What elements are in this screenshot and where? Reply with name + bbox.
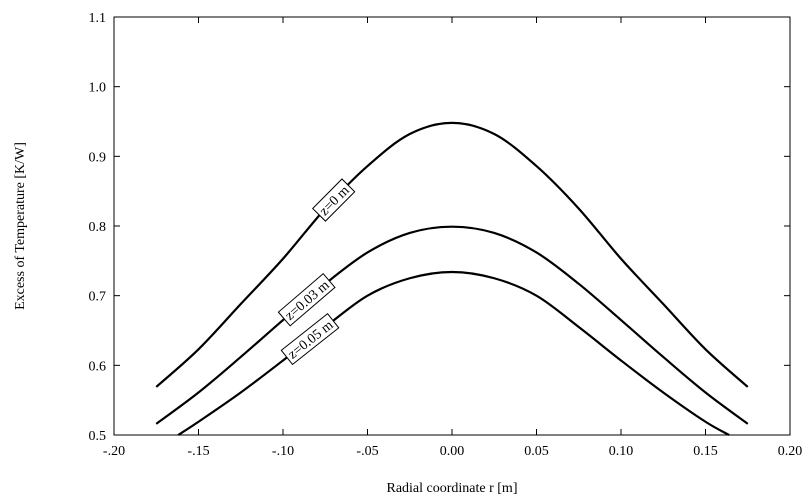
- x-tick-label: 0.15: [693, 444, 718, 459]
- y-tick-label: 0.6: [89, 359, 107, 374]
- y-tick-label: 0.8: [89, 220, 107, 235]
- y-tick-label: 0.5: [89, 429, 107, 444]
- y-tick-label: 0.9: [89, 150, 107, 165]
- axis-tick-labels: -.20 -.15 -.10 -.05 0.00 0.05 0.10 0.15 0.20 0.5 0…: [89, 11, 803, 459]
- x-tick-label: -.15: [187, 444, 209, 459]
- series-lines: [156, 123, 748, 435]
- series-labels: z=0 mz=0.03 mz=0.05 m: [278, 179, 354, 364]
- y-tick-label: 0.7: [89, 290, 107, 305]
- y-tick-label: 1.1: [89, 11, 107, 26]
- series-line: [156, 227, 748, 424]
- y-axis-title: Excess of Temperature [K/W]: [13, 142, 28, 310]
- y-tick-label: 1.0: [89, 81, 107, 96]
- x-tick-label: 0.10: [609, 444, 634, 459]
- series-line: [156, 123, 748, 387]
- x-tick-label: 0.05: [524, 444, 549, 459]
- series-label: z=0 m: [313, 179, 355, 221]
- x-tick-label: -.20: [103, 444, 125, 459]
- series-label-text: z=0.05 m: [286, 318, 337, 363]
- series-line: [178, 272, 729, 435]
- x-tick-label: -.10: [272, 444, 294, 459]
- x-tick-label: -.05: [356, 444, 378, 459]
- x-tick-label: 0.00: [440, 444, 465, 459]
- x-axis-title: Radial coordinate r [m]: [386, 481, 517, 496]
- x-tick-label: 0.20: [778, 444, 803, 459]
